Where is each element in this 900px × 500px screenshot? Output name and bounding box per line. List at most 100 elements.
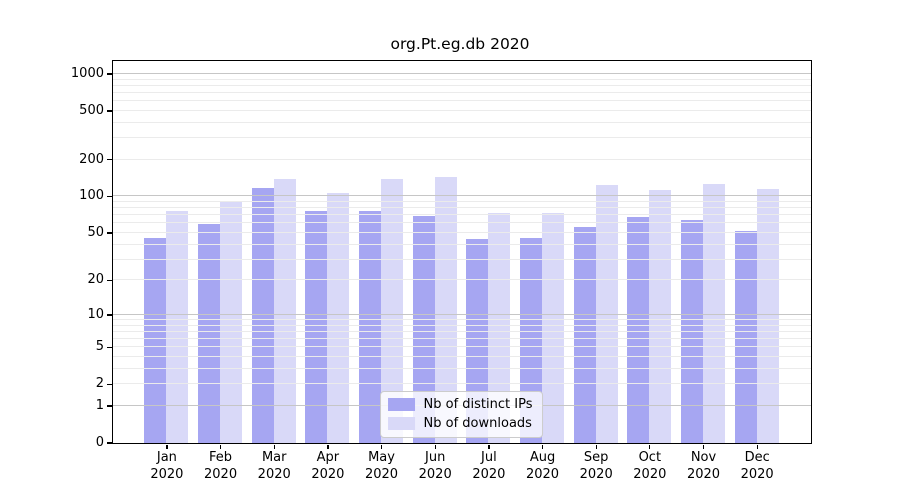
y-tick-500 bbox=[106, 110, 112, 112]
x-label-year: 2020 bbox=[579, 466, 613, 482]
bar-downloads-feb bbox=[220, 201, 243, 443]
y-tick-label-2: 2 bbox=[95, 376, 104, 392]
x-tick-label-mar: Mar 2020 bbox=[246, 450, 302, 483]
y-tick-5 bbox=[106, 346, 112, 348]
x-label-month: Jun bbox=[425, 450, 446, 465]
x-tick-sep bbox=[595, 444, 597, 449]
x-label-month: May bbox=[368, 450, 395, 465]
x-label-month: Sep bbox=[583, 450, 609, 465]
y-tick-1 bbox=[106, 405, 112, 407]
x-tick-nov bbox=[702, 444, 705, 449]
y-tick-2 bbox=[106, 383, 112, 385]
x-tick-label-nov: Nov 2020 bbox=[676, 450, 732, 483]
y-tick-200 bbox=[106, 159, 112, 161]
bar-distinct-ips-oct bbox=[627, 217, 650, 443]
x-label-year: 2020 bbox=[418, 466, 452, 482]
chart-title: org.Pt.eg.db 2020 bbox=[390, 35, 530, 53]
x-label-month: Dec bbox=[744, 450, 770, 465]
y-tick-10 bbox=[106, 314, 112, 316]
x-label-year: 2020 bbox=[633, 466, 667, 482]
x-tick-label-dec: Dec 2020 bbox=[729, 450, 785, 483]
bar-downloads-sep bbox=[595, 185, 618, 443]
y-tick-label-1: 1 bbox=[95, 397, 104, 413]
x-tick-label-jan: Jan 2020 bbox=[139, 450, 195, 483]
bar-downloads-oct bbox=[649, 190, 672, 443]
y-tick-label-500: 500 bbox=[79, 102, 104, 118]
y-tick-label-0: 0 bbox=[95, 435, 104, 450]
bar-distinct-ips-feb bbox=[198, 223, 221, 443]
x-label-year: 2020 bbox=[525, 466, 560, 482]
x-label-year: 2020 bbox=[686, 466, 721, 482]
bar-downloads-aug bbox=[542, 213, 565, 443]
x-label-month: Jul bbox=[481, 450, 497, 465]
y-tick-label-100: 100 bbox=[79, 188, 104, 204]
x-tick-label-jul: Jul 2020 bbox=[461, 450, 517, 483]
x-tick-label-feb: Feb 2020 bbox=[193, 450, 249, 483]
bar-downloads-nov bbox=[703, 184, 725, 443]
y-tick-50 bbox=[106, 232, 112, 234]
x-label-month: Apr bbox=[316, 450, 340, 465]
bar-downloads-mar bbox=[273, 178, 296, 443]
x-label-year: 2020 bbox=[204, 466, 238, 482]
x-label-month: Oct bbox=[638, 450, 662, 465]
x-tick-may bbox=[380, 444, 383, 449]
x-label-year: 2020 bbox=[150, 466, 184, 482]
x-label-year: 2020 bbox=[740, 466, 774, 482]
bar-downloads-apr bbox=[327, 193, 350, 443]
y-tick-20 bbox=[106, 279, 112, 281]
x-label-month: Jan bbox=[156, 450, 177, 465]
x-tick-label-sep: Sep 2020 bbox=[568, 450, 624, 483]
legend-item-downloads: Nb of downloads bbox=[387, 415, 533, 431]
x-tick-jun bbox=[434, 444, 436, 449]
x-tick-label-apr: Apr 2020 bbox=[300, 450, 356, 483]
x-label-month: Feb bbox=[209, 450, 233, 465]
x-tick-jan bbox=[166, 444, 168, 449]
bar-distinct-ips-jun bbox=[412, 216, 435, 443]
bars-layer bbox=[113, 61, 811, 443]
bar-distinct-ips-may bbox=[359, 211, 382, 443]
legend-item-distinct-ips: Nb of distinct IPs bbox=[387, 396, 533, 412]
x-label-month: Mar bbox=[261, 450, 287, 465]
x-tick-apr bbox=[327, 444, 329, 449]
x-tick-label-oct: Oct 2020 bbox=[622, 450, 678, 483]
x-tick-label-aug: Aug 2020 bbox=[515, 450, 571, 483]
x-tick-dec bbox=[756, 444, 758, 449]
y-tick-100 bbox=[106, 195, 112, 198]
legend-swatch-downloads bbox=[387, 416, 415, 430]
y-tick-0 bbox=[106, 442, 112, 444]
x-label-month: Nov bbox=[690, 450, 717, 465]
y-tick-label-50: 50 bbox=[87, 224, 104, 240]
bar-distinct-ips-nov bbox=[681, 219, 703, 443]
y-tick-label-10: 10 bbox=[87, 306, 104, 322]
bar-distinct-ips-jan bbox=[144, 237, 167, 443]
plot-area: Nb of distinct IPs Nb of downloads bbox=[111, 59, 812, 444]
y-tick-label-5: 5 bbox=[95, 339, 104, 355]
legend: Nb of distinct IPs Nb of downloads bbox=[379, 390, 544, 438]
x-tick-mar bbox=[273, 444, 275, 449]
bar-distinct-ips-dec bbox=[734, 231, 757, 443]
legend-label-downloads: Nb of downloads bbox=[423, 415, 532, 431]
bar-distinct-ips-mar bbox=[251, 187, 274, 443]
x-label-year: 2020 bbox=[472, 466, 506, 482]
y-tick-label-200: 200 bbox=[79, 151, 104, 167]
x-label-year: 2020 bbox=[257, 466, 291, 482]
y-tick-1000 bbox=[106, 73, 112, 75]
x-tick-jul bbox=[488, 444, 490, 449]
y-tick-label-1000: 1000 bbox=[70, 65, 104, 81]
x-tick-label-may: May 2020 bbox=[354, 450, 410, 483]
x-tick-label-jun: Jun 2020 bbox=[407, 450, 463, 483]
bar-distinct-ips-sep bbox=[573, 226, 596, 443]
x-label-month: Aug bbox=[529, 450, 556, 465]
y-tick-label-20: 20 bbox=[87, 272, 104, 288]
legend-label-distinct-ips: Nb of distinct IPs bbox=[423, 396, 533, 412]
x-label-year: 2020 bbox=[311, 466, 345, 482]
bar-downloads-dec bbox=[756, 188, 779, 443]
bar-downloads-jan bbox=[166, 211, 189, 443]
bar-downloads-jul bbox=[488, 213, 511, 443]
legend-swatch-distinct-ips bbox=[387, 397, 415, 411]
x-tick-feb bbox=[219, 444, 222, 449]
x-tick-oct bbox=[649, 444, 651, 449]
bar-distinct-ips-apr bbox=[305, 211, 328, 443]
x-label-year: 2020 bbox=[364, 466, 399, 482]
